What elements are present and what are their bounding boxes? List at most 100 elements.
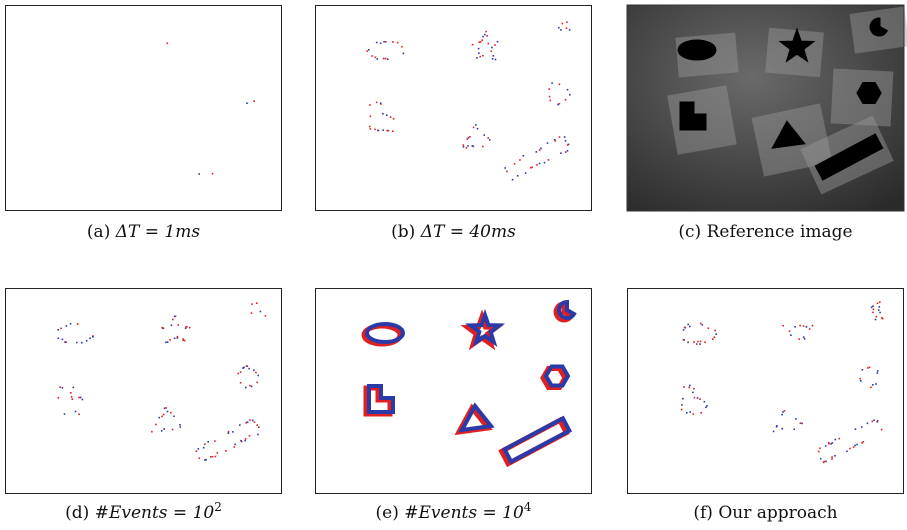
event	[536, 164, 538, 166]
event	[81, 342, 83, 344]
event	[199, 457, 201, 459]
panel	[627, 5, 907, 211]
event	[245, 387, 247, 389]
event	[483, 134, 485, 136]
event	[169, 339, 171, 341]
event	[861, 442, 863, 444]
event	[249, 419, 251, 421]
event	[383, 41, 385, 43]
caption: (a) ΔT = 1ms	[87, 222, 200, 242]
event	[369, 104, 371, 106]
event	[689, 326, 691, 328]
event	[254, 421, 256, 423]
event	[697, 341, 699, 343]
event	[182, 339, 184, 341]
event	[243, 367, 245, 369]
event	[70, 392, 72, 394]
frame	[628, 289, 904, 494]
event	[828, 442, 830, 444]
event	[567, 150, 569, 152]
event	[196, 450, 198, 452]
event	[872, 312, 874, 314]
event	[212, 173, 214, 175]
event	[368, 49, 370, 51]
event	[504, 167, 506, 169]
event	[393, 118, 395, 120]
event	[386, 114, 388, 116]
event	[257, 375, 259, 377]
event	[548, 159, 550, 161]
event	[882, 318, 884, 320]
event	[171, 325, 173, 327]
event	[401, 46, 403, 48]
event	[392, 130, 394, 132]
event	[551, 82, 553, 84]
event	[467, 138, 469, 140]
event	[186, 326, 188, 328]
event	[871, 307, 873, 309]
caption-label: (f)	[693, 503, 713, 523]
event	[369, 126, 371, 128]
event	[172, 429, 174, 431]
event	[705, 407, 707, 409]
event	[382, 129, 384, 131]
caption: (f) Our approach	[693, 503, 837, 523]
event	[251, 312, 253, 314]
event	[86, 340, 88, 342]
event	[879, 312, 881, 314]
event	[682, 398, 684, 400]
event	[476, 57, 478, 59]
event	[687, 342, 689, 344]
event	[463, 146, 465, 148]
event	[78, 413, 80, 415]
event	[240, 382, 242, 384]
caption-text: Reference image	[707, 222, 853, 242]
event	[708, 327, 710, 329]
event	[370, 116, 372, 118]
caption-label: (a)	[87, 222, 110, 242]
event	[163, 414, 165, 416]
caption-label: (d)	[65, 503, 89, 523]
event	[700, 323, 702, 325]
event	[562, 23, 564, 25]
event	[681, 409, 683, 411]
event	[77, 323, 79, 325]
event	[253, 370, 255, 372]
event	[800, 422, 802, 424]
event	[567, 144, 569, 146]
event	[214, 440, 216, 442]
event	[493, 55, 495, 57]
event	[482, 146, 484, 148]
event	[57, 329, 59, 331]
panel	[6, 6, 282, 211]
event	[366, 50, 368, 52]
event	[75, 411, 77, 413]
event	[198, 173, 200, 175]
event	[687, 324, 689, 326]
event	[514, 163, 516, 165]
event	[472, 44, 474, 46]
event	[72, 398, 74, 400]
event	[699, 398, 701, 400]
event	[383, 58, 385, 60]
event	[488, 43, 490, 45]
event	[251, 386, 253, 388]
event	[688, 387, 690, 389]
frame	[6, 289, 282, 494]
event	[159, 417, 161, 419]
event	[799, 325, 801, 327]
event	[162, 327, 164, 329]
caption-text: Our approach	[718, 503, 837, 523]
event	[167, 43, 169, 45]
event	[565, 99, 567, 101]
event	[376, 102, 378, 104]
event	[693, 413, 695, 415]
event	[210, 456, 212, 458]
event	[566, 27, 568, 29]
event	[517, 175, 519, 177]
event	[849, 448, 851, 450]
event	[564, 136, 566, 138]
event	[495, 59, 497, 61]
event	[686, 412, 688, 414]
event	[491, 51, 493, 53]
